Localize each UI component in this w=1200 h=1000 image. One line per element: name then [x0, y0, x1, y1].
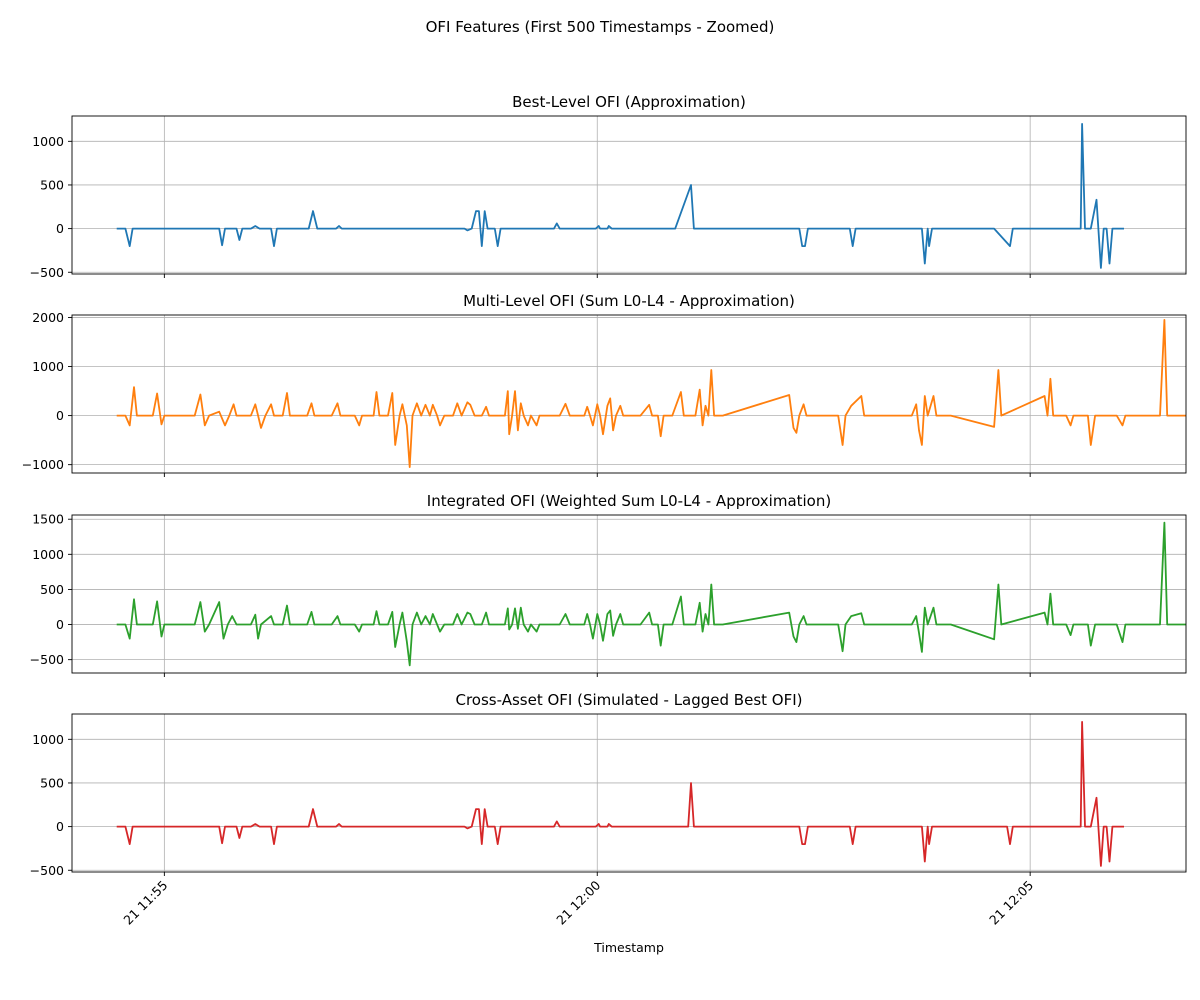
- series-line: [116, 123, 1124, 269]
- y-tick-label: 1000: [32, 134, 64, 149]
- y-tick-label: 0: [56, 408, 64, 423]
- axes-frame: [71, 514, 1187, 674]
- axes-frame: [71, 713, 1187, 873]
- panel-1: −500 0 500 1000 Best-Level OFI (Approximatio…: [30, 93, 1187, 280]
- y-tick-label: 0: [56, 617, 64, 632]
- series-line: [116, 319, 1186, 468]
- y-tick-label: 2000: [32, 310, 64, 325]
- y-tick-label: 1000: [32, 732, 64, 747]
- axes-frame: [71, 314, 1187, 474]
- y-tick-label: 1000: [32, 547, 64, 562]
- y-tick-label: 0: [56, 819, 64, 834]
- y-tick-label: 500: [40, 775, 64, 790]
- y-tick-label: 0: [56, 221, 64, 236]
- panel-title: Best-Level OFI (Approximation): [512, 93, 746, 111]
- panel-3: −500 0 500 1000 1500 Integrated OFI (Weighted…: [30, 492, 1187, 677]
- y-tick-label: −500: [30, 863, 64, 878]
- panel-title: Cross-Asset OFI (Simulated - Lagged Best…: [456, 691, 803, 709]
- panel-2: −1000 0 1000 2000 Multi-Level OFI (Sum L0-L4…: [22, 292, 1187, 477]
- y-tick-label: −500: [30, 652, 64, 667]
- panel-title: Multi-Level OFI (Sum L0-L4 - Approximati…: [463, 292, 795, 310]
- panel-title: Integrated OFI (Weighted Sum L0-L4 - App…: [427, 492, 831, 510]
- x-tick-label: 21 11:55: [120, 878, 170, 928]
- y-tick-label: −1000: [22, 457, 64, 472]
- chart-panels: −500 0 500 1000 Best-Level OFI (Approximatio…: [22, 93, 1187, 928]
- y-tick-label: 1500: [32, 512, 64, 527]
- y-tick-label: 500: [40, 177, 64, 192]
- figure-suptitle: OFI Features (First 500 Timestamps - Zoo…: [426, 18, 775, 36]
- y-tick-label: 500: [40, 582, 64, 597]
- panel-4: −500 0 500 1000 21 11:55 21 12:00 21 12:05 Cros…: [30, 691, 1187, 928]
- x-axis-label: Timestamp: [593, 940, 664, 955]
- x-tick-label: 21 12:00: [553, 877, 603, 927]
- series-line: [116, 721, 1124, 867]
- series-line: [116, 521, 1186, 667]
- x-tick-label: 21 12:05: [986, 878, 1036, 928]
- axes-frame: [71, 115, 1187, 275]
- y-tick-label: 1000: [32, 359, 64, 374]
- y-tick-label: −500: [30, 265, 64, 280]
